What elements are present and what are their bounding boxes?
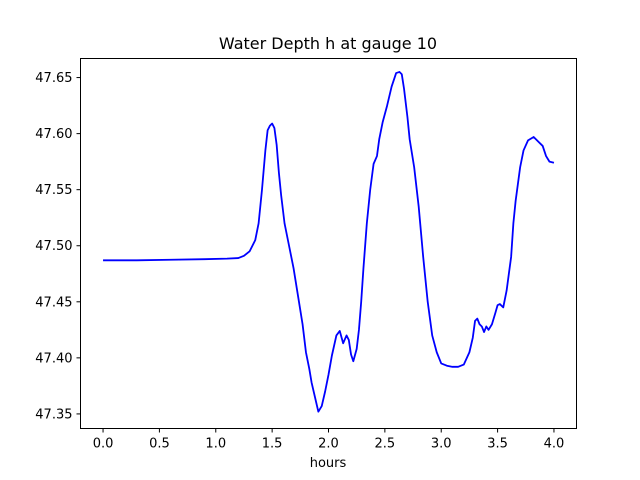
x-tick-label: 4.0 bbox=[544, 437, 565, 452]
y-tick-label: 47.50 bbox=[35, 239, 72, 254]
y-tick-label: 47.35 bbox=[35, 407, 72, 422]
x-tick-label: 1.5 bbox=[262, 437, 283, 452]
x-axis-label: hours bbox=[310, 456, 347, 471]
y-axis: 47.35 47.40 47.45 47.50 47.55 47.60 47.65 bbox=[35, 71, 81, 422]
x-tick-label: 3.0 bbox=[431, 437, 452, 452]
x-tick-label: 0.5 bbox=[149, 437, 170, 452]
y-tick-label: 47.40 bbox=[35, 351, 72, 366]
x-tick-label: 2.0 bbox=[318, 437, 339, 452]
x-tick-label: 0.0 bbox=[93, 437, 114, 452]
x-axis: 0.0 0.5 1.0 1.5 2.0 2.5 3.0 3.5 4.0 bbox=[93, 428, 565, 452]
y-tick-label: 47.65 bbox=[35, 71, 72, 86]
chart-title: Water Depth h at gauge 10 bbox=[219, 34, 437, 53]
y-tick-label: 47.55 bbox=[35, 183, 72, 198]
plot-area bbox=[103, 71, 555, 413]
y-tick-label: 47.60 bbox=[35, 127, 72, 142]
x-tick-label: 1.0 bbox=[205, 437, 226, 452]
y-tick-label: 47.45 bbox=[35, 295, 72, 310]
x-tick-label: 2.5 bbox=[375, 437, 396, 452]
series-line bbox=[103, 71, 555, 413]
x-tick-label: 3.5 bbox=[487, 437, 508, 452]
